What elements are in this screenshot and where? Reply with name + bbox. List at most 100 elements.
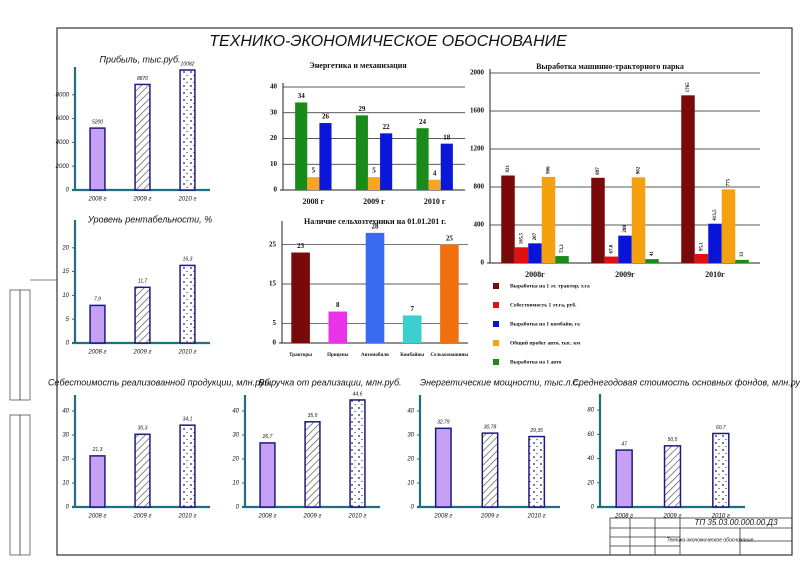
- bar: [528, 243, 542, 263]
- y-tick-label: 800: [474, 183, 485, 191]
- y-tick-label: 30: [62, 433, 69, 439]
- value-label: 5: [372, 167, 376, 175]
- x-tick-label: Тракторы: [289, 353, 312, 358]
- bar: [365, 232, 385, 343]
- x-tick-label: 2009 г: [133, 350, 152, 356]
- x-tick-label: 2010г: [705, 270, 725, 279]
- bar: [319, 123, 332, 190]
- stamp-code: ТП 35.03.00.000.00.Д3: [694, 518, 778, 527]
- value-label: 8: [336, 301, 340, 309]
- y-tick-label: 0: [66, 505, 70, 511]
- y-tick-label: 0: [66, 188, 70, 194]
- x-tick-label: 2009 г: [133, 514, 152, 520]
- y-tick-label: 40: [62, 409, 69, 415]
- bar: [291, 252, 310, 343]
- value-label: 8870: [137, 76, 148, 82]
- bar: [440, 244, 459, 343]
- y-tick-label: 0: [411, 505, 415, 511]
- y-tick-label: 6000: [56, 116, 70, 122]
- value-label: 33: [740, 251, 745, 257]
- y-tick-label: 5: [273, 319, 277, 327]
- bar: [402, 315, 422, 343]
- x-tick-label: Прицепы: [327, 353, 349, 358]
- bar: [541, 176, 556, 263]
- x-tick-label: 2009 г: [133, 197, 152, 203]
- y-tick-label: 10: [62, 293, 69, 299]
- value-label: 34,1: [183, 416, 193, 422]
- x-tick-label: 2008 г: [88, 350, 107, 356]
- bar: [259, 442, 276, 508]
- x-tick-label: 2008 г: [433, 514, 452, 520]
- value-label: 5: [312, 167, 316, 175]
- y-tick-label: 20: [61, 245, 69, 251]
- y-tick-label: 1200: [470, 145, 485, 153]
- value-label: 23: [297, 242, 305, 250]
- x-tick-label: Комбайны: [400, 353, 424, 358]
- value-label: 24: [419, 118, 427, 126]
- y-tick-label: 15: [62, 269, 69, 275]
- y-tick-label: 2000: [55, 164, 70, 170]
- bar: [428, 179, 441, 190]
- value-label: 921: [506, 165, 511, 173]
- y-tick-label: 1600: [470, 107, 485, 115]
- bar: [631, 177, 646, 263]
- value-label: 35,5: [308, 413, 318, 419]
- y-tick-label: 400: [474, 221, 485, 229]
- chart-title: Выработка машинно-тракторного парка: [536, 62, 684, 71]
- bar: [591, 177, 605, 263]
- stamp-sheet-title: Технико-экономическое обоснование: [667, 537, 754, 543]
- y-tick-label: 60: [587, 432, 594, 438]
- y-tick-label: 20: [231, 457, 239, 463]
- legend-label: Общий пробег авто, тыс. км: [510, 339, 580, 346]
- y-tick-label: 25: [269, 240, 277, 248]
- legend-label: Себестоимость 1 эт.га, руб.: [510, 301, 577, 308]
- y-tick-label: 20: [61, 457, 69, 463]
- chart-title: Среднегодовая стоимость основных фондов,…: [572, 377, 800, 387]
- value-label: 10082: [181, 61, 195, 67]
- x-tick-label: 2009 г: [663, 514, 682, 520]
- x-tick-label: 2010 г: [711, 514, 730, 520]
- bar: [735, 259, 749, 263]
- y-tick-label: 30: [407, 433, 414, 439]
- legend-swatch: [493, 283, 499, 289]
- value-label: 29: [358, 105, 366, 113]
- legend-label: Выработка на 1 эт. трактор, т.га: [510, 282, 590, 289]
- value-label: 902: [637, 166, 642, 174]
- value-label: 28: [372, 222, 380, 230]
- x-tick-label: Автомобили: [361, 353, 389, 358]
- bar: [434, 427, 452, 508]
- bar: [89, 127, 106, 191]
- bar: [367, 177, 381, 190]
- value-label: 288: [623, 225, 628, 233]
- x-tick-label: 2008 г: [258, 514, 277, 520]
- bar: [721, 189, 736, 263]
- legend-label: Выработка на 1 авто: [510, 358, 562, 365]
- legend-label: Выработка на 1 комбайн, га: [510, 320, 580, 327]
- value-label: 41: [650, 251, 655, 257]
- x-tick-label: 2009 г: [363, 197, 385, 206]
- bar: [295, 102, 308, 190]
- x-tick-label: 2010 г: [527, 514, 546, 520]
- value-label: 44,6: [353, 391, 363, 397]
- value-label: 95,1: [700, 242, 705, 251]
- y-tick-label: 4000: [56, 140, 70, 146]
- bar: [179, 69, 196, 191]
- y-tick-label: 20: [406, 457, 414, 463]
- title-block: [609, 517, 793, 556]
- y-tick-label: 80: [587, 408, 594, 414]
- x-tick-label: 2010 г: [178, 514, 197, 520]
- value-label: 4: [433, 169, 437, 177]
- bar: [663, 445, 682, 508]
- legend-swatch: [493, 359, 499, 365]
- page-title: ТЕХНИКО-ЭКОНОМИЧЕСКОЕ ОБОСНОВАНИЕ: [209, 33, 567, 50]
- x-tick-label: 2008 г: [614, 514, 633, 520]
- y-tick-label: 0: [273, 339, 277, 347]
- bar: [304, 421, 321, 508]
- value-label: 34: [298, 92, 306, 100]
- sheet-frame: [56, 27, 793, 556]
- bar: [179, 424, 196, 508]
- x-tick-label: 2009 г: [303, 514, 322, 520]
- y-tick-label: 20: [586, 480, 594, 486]
- value-label: 32,79: [437, 420, 450, 426]
